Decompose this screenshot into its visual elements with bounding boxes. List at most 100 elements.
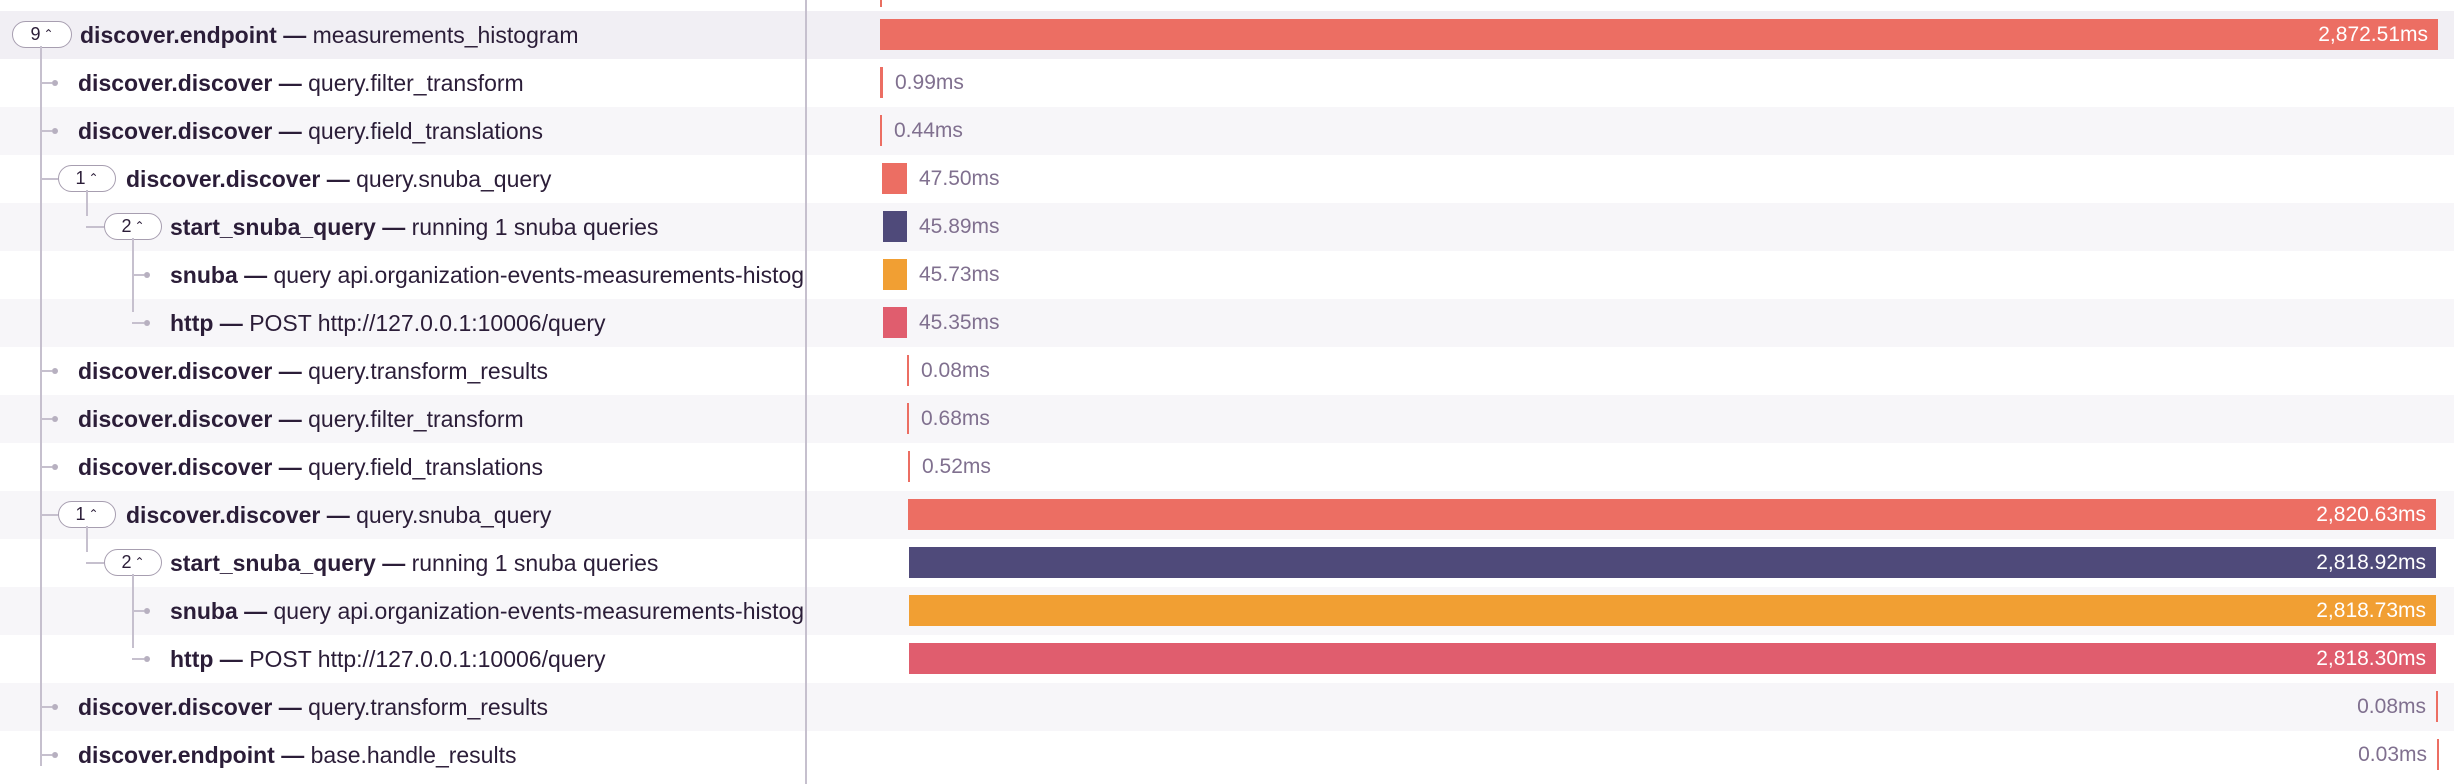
- span-label: snuba — query api.organization-events-me…: [170, 251, 805, 299]
- span-row[interactable]: 2 ⌃ start_snuba_query — running 1 snuba qu…: [0, 203, 2454, 251]
- span-label: discover.discover — query.field_translat…: [78, 107, 543, 155]
- span-duration-bar[interactable]: [880, 115, 882, 146]
- separator: —: [213, 646, 250, 672]
- span-tree-cell: 1 ⌃ discover.discover — query.snuba_query: [0, 155, 805, 203]
- span-operation: discover.endpoint: [78, 742, 275, 768]
- separator: —: [272, 454, 309, 480]
- span-row[interactable]: discover.discover — query.field_translat…: [0, 107, 2454, 155]
- span-duration-bar[interactable]: [909, 643, 2436, 674]
- tree-connector: [40, 82, 52, 84]
- span-duration-bar[interactable]: [882, 163, 907, 194]
- span-duration-bar[interactable]: [2437, 739, 2439, 770]
- separator: —: [272, 358, 309, 384]
- span-description: running 1 snuba queries: [411, 550, 659, 576]
- span-row[interactable]: discover.endpoint — base.handle_results 0…: [0, 731, 2454, 779]
- span-label: discover.discover — query.transform_resu…: [78, 683, 548, 731]
- span-tree-cell: discover.discover — query.filter_transfo…: [0, 395, 805, 443]
- previous-span-tick: [880, 0, 882, 7]
- span-row[interactable]: 9 ⌃ discover.endpoint — measurements_histo…: [0, 11, 2454, 59]
- span-description: query.filter_transform: [308, 406, 524, 432]
- span-timeline-cell: 0.08ms: [806, 683, 2454, 731]
- children-count: 9: [30, 24, 41, 44]
- span-duration-bar[interactable]: [908, 499, 2436, 530]
- span-description: query.snuba_query: [356, 166, 552, 192]
- span-row[interactable]: 1 ⌃ discover.discover — query.snuba_query 2…: [0, 491, 2454, 539]
- span-operation: discover.discover: [126, 166, 321, 192]
- tree-connector: [40, 514, 58, 516]
- separator: —: [272, 118, 309, 144]
- tree-connector: [132, 322, 144, 324]
- span-operation: discover.discover: [78, 118, 273, 144]
- span-tree-cell: 9 ⌃ discover.endpoint — measurements_histo…: [0, 11, 805, 59]
- span-row[interactable]: 1 ⌃ discover.discover — query.snuba_query 4…: [0, 155, 2454, 203]
- span-duration-bar[interactable]: [883, 259, 907, 290]
- tree-guide-line: [86, 526, 88, 552]
- span-duration-label: 0.99ms: [895, 71, 964, 94]
- span-row[interactable]: 2 ⌃ start_snuba_query — running 1 snuba qu…: [0, 539, 2454, 587]
- span-operation: discover.discover: [78, 406, 273, 432]
- span-row[interactable]: snuba — query api.organization-events-me…: [0, 587, 2454, 635]
- column-divider[interactable]: [805, 0, 807, 784]
- span-duration-label: 45.89ms: [919, 215, 1000, 238]
- span-duration-bar[interactable]: [909, 595, 2436, 626]
- expand-children-toggle[interactable]: 1 ⌃: [58, 165, 116, 192]
- separator: —: [375, 550, 412, 576]
- span-tree-cell: discover.discover — query.transform_resu…: [0, 683, 805, 731]
- span-description: query.field_translations: [308, 454, 543, 480]
- span-operation: discover.discover: [78, 70, 273, 96]
- span-row[interactable]: discover.discover — query.field_translat…: [0, 443, 2454, 491]
- span-description: query.snuba_query: [356, 502, 552, 528]
- expand-children-toggle[interactable]: 1 ⌃: [58, 501, 116, 528]
- span-operation: discover.discover: [78, 454, 273, 480]
- span-duration-label: 0.08ms: [921, 359, 990, 382]
- span-row[interactable]: discover.discover — query.transform_resu…: [0, 683, 2454, 731]
- span-duration-bar[interactable]: [880, 19, 2438, 50]
- span-row[interactable]: http — POST http://127.0.0.1:10006/query…: [0, 635, 2454, 683]
- children-count: 1: [75, 168, 86, 188]
- span-duration-bar[interactable]: [908, 451, 910, 482]
- chevron-up-icon: ⌃: [88, 171, 99, 185]
- span-description: base.handle_results: [310, 742, 517, 768]
- span-tree-cell: discover.discover — query.transform_resu…: [0, 347, 805, 395]
- span-row[interactable]: discover.discover — query.transform_resu…: [0, 347, 2454, 395]
- span-label: discover.discover — query.snuba_query: [126, 491, 551, 539]
- chevron-up-icon: ⌃: [88, 507, 99, 521]
- span-timeline-cell: 47.50ms: [806, 155, 2454, 203]
- span-row[interactable]: http — POST http://127.0.0.1:10006/query…: [0, 299, 2454, 347]
- span-row[interactable]: discover.discover — query.filter_transfo…: [0, 395, 2454, 443]
- span-row[interactable]: snuba — query api.organization-events-me…: [0, 251, 2454, 299]
- span-duration-bar[interactable]: [907, 355, 909, 386]
- span-duration-bar[interactable]: [883, 211, 907, 242]
- expand-children-toggle[interactable]: 2 ⌃: [104, 549, 162, 576]
- expand-children-toggle[interactable]: 2 ⌃: [104, 213, 162, 240]
- span-tree-cell: 1 ⌃ discover.discover — query.snuba_query: [0, 491, 805, 539]
- tree-connector: [132, 658, 144, 660]
- span-timeline-cell: 2,820.63ms: [806, 491, 2454, 539]
- span-label: http — POST http://127.0.0.1:10006/query: [170, 299, 606, 347]
- span-timeline-cell: 0.68ms: [806, 395, 2454, 443]
- span-duration-label: 2,872.51ms: [2318, 23, 2428, 46]
- span-description: query.filter_transform: [308, 70, 524, 96]
- tree-connector: [132, 610, 144, 612]
- span-duration-label: 2,818.92ms: [2316, 551, 2426, 574]
- chevron-up-icon: ⌃: [43, 27, 54, 41]
- separator: —: [237, 598, 274, 624]
- span-duration-bar[interactable]: [909, 547, 2436, 578]
- tree-node-dot: [52, 752, 58, 758]
- span-description: query.transform_results: [308, 694, 549, 720]
- span-operation: snuba: [170, 598, 238, 624]
- span-operation: discover.discover: [126, 502, 321, 528]
- span-duration-bar[interactable]: [880, 67, 883, 98]
- span-duration-label: 45.73ms: [919, 263, 1000, 286]
- span-duration-bar[interactable]: [883, 307, 907, 338]
- previous-row-stub: [0, 0, 805, 8]
- span-label: discover.discover — query.snuba_query: [126, 155, 551, 203]
- tree-node-dot: [52, 416, 58, 422]
- tree-guide-line: [86, 190, 88, 216]
- span-duration-bar[interactable]: [907, 403, 909, 434]
- expand-children-toggle[interactable]: 9 ⌃: [12, 21, 72, 48]
- span-description: query api.organization-events-measuremen…: [273, 262, 805, 288]
- span-operation: discover.endpoint: [80, 22, 277, 48]
- span-duration-bar[interactable]: [2436, 691, 2438, 722]
- span-row[interactable]: discover.discover — query.filter_transfo…: [0, 59, 2454, 107]
